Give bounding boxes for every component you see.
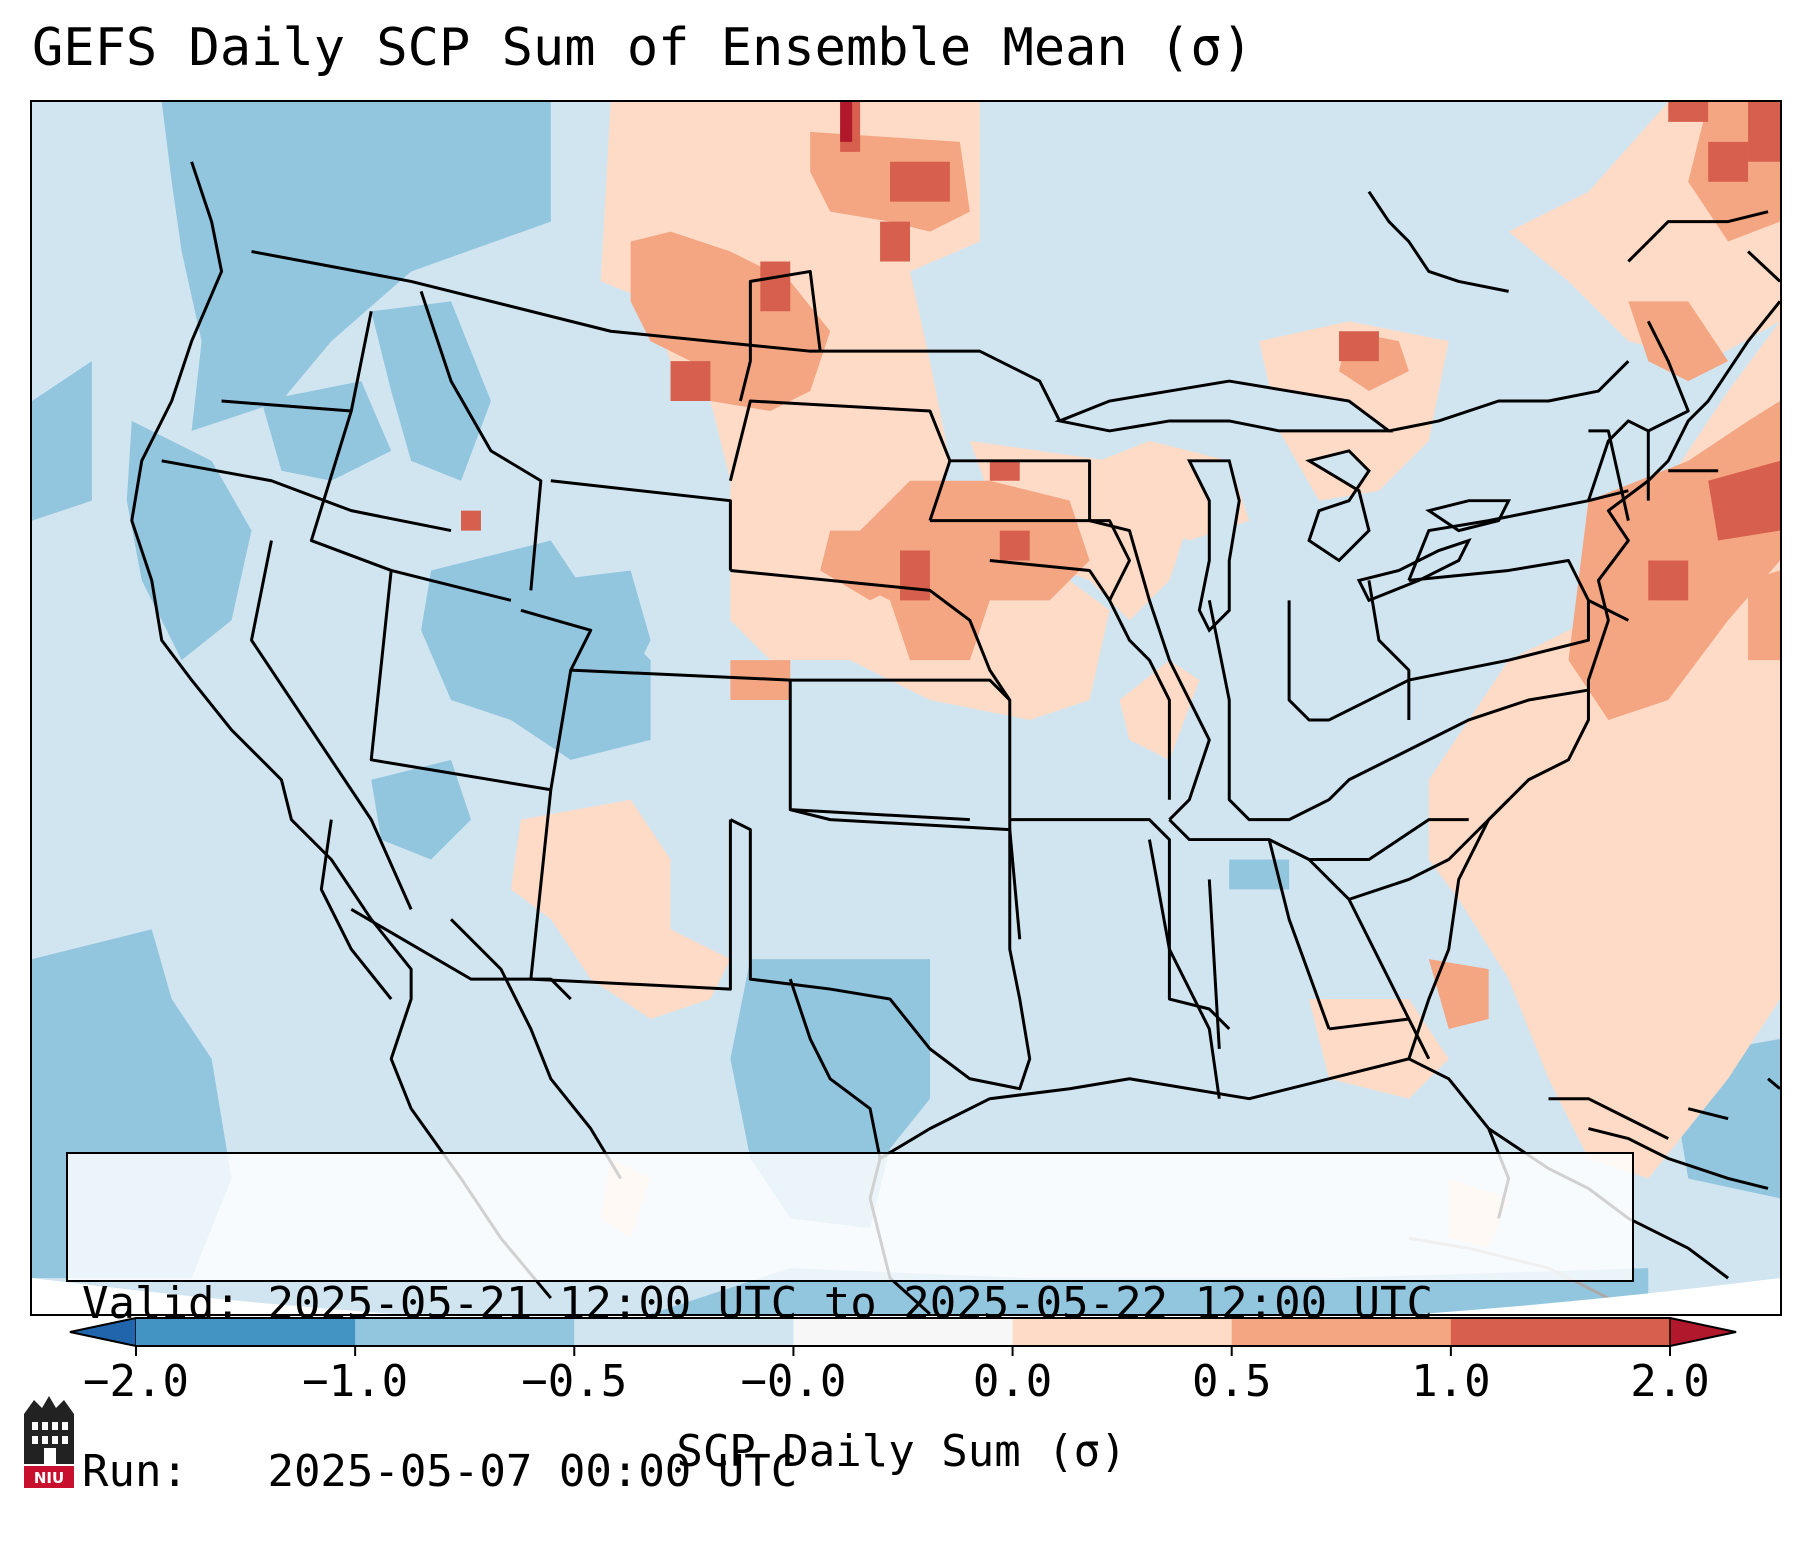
colorbar-segment xyxy=(1231,1318,1452,1346)
run-value: 2025-05-07 00:00 UTC xyxy=(267,1446,798,1497)
projection-edge xyxy=(32,1278,1780,1314)
colorbar-label: SCP Daily Sum (σ) xyxy=(676,1426,1127,1477)
colorbar-segment xyxy=(355,1318,575,1346)
niu-logo-graphic: NIU xyxy=(24,1396,74,1488)
colorbar-tick-label: −0.5 xyxy=(521,1356,628,1407)
map-panel xyxy=(30,100,1782,1316)
state-borders xyxy=(161,250,1719,1099)
run-label: Run: xyxy=(82,1446,188,1497)
colorbar-svg xyxy=(69,1317,1737,1356)
logo-text: NIU xyxy=(34,1469,64,1487)
colorbar-tick-label: −1.0 xyxy=(302,1356,409,1407)
above-normal-regions-extreme xyxy=(840,102,853,142)
colorbar-segment xyxy=(793,1318,1014,1346)
colorbar-tick-label: 0.0 xyxy=(972,1356,1053,1407)
colorbar-tick-label: 0.5 xyxy=(1191,1356,1272,1407)
niu-logo: NIU xyxy=(20,1394,78,1490)
colorbar-tick-label: −2.0 xyxy=(83,1356,189,1407)
coastlines xyxy=(130,161,1780,1314)
colorbar xyxy=(69,1317,1737,1356)
colorbar-under-extend xyxy=(69,1317,137,1347)
colorbar-tick-label: 1.0 xyxy=(1411,1356,1491,1407)
above-normal-regions-strong xyxy=(461,102,1780,601)
valid-time-box: Valid: 2025-05-21 12:00 UTC to 2025-05-2… xyxy=(66,1152,1634,1497)
colorbar-over-extend xyxy=(1669,1317,1737,1347)
colorbar-tick-label: 2.0 xyxy=(1630,1356,1710,1407)
colorbar-segment xyxy=(136,1318,356,1346)
run-row: Run: 2025-05-07 00:00 UTC xyxy=(82,1444,1620,1500)
colorbar-segment xyxy=(574,1318,794,1346)
colorbar-segment xyxy=(1012,1318,1233,1346)
colorbar-ticks: −2.0 −1.0 −0.5 −0.0 0.0 0.5 1.0 2.0 xyxy=(0,1360,1803,1410)
colorbar-segment xyxy=(1450,1318,1671,1346)
caribbean-islands xyxy=(1588,1077,1780,1190)
colorbar-tick-label: −0.0 xyxy=(740,1356,847,1407)
chart-title: GEFS Daily SCP Sum of Ensemble Mean (σ) xyxy=(32,18,1253,78)
map-svg xyxy=(32,102,1780,1314)
